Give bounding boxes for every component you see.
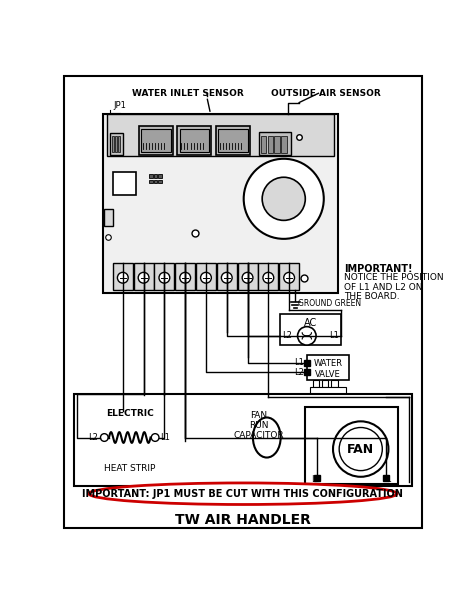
Circle shape [244, 159, 324, 239]
Bar [274, 136, 280, 153]
Bar [103, 209, 113, 226]
Text: AC: AC [304, 318, 317, 328]
Bar [155, 263, 174, 289]
Bar [217, 263, 237, 289]
Circle shape [221, 272, 232, 283]
Text: L1: L1 [161, 433, 171, 442]
Text: L2: L2 [294, 368, 304, 377]
Text: L2: L2 [282, 331, 292, 340]
Text: L1: L1 [294, 358, 304, 367]
Bar [113, 172, 136, 195]
Bar [310, 388, 346, 393]
Bar [141, 129, 171, 152]
Circle shape [159, 272, 170, 283]
Text: WATER INLET SENSOR: WATER INLET SENSOR [132, 89, 243, 97]
Bar [154, 174, 157, 178]
Text: FAN: FAN [347, 443, 374, 456]
Text: WATER
VALVE: WATER VALVE [313, 359, 343, 379]
Bar [313, 380, 319, 388]
Bar [196, 263, 216, 289]
Text: HEAT STRIP: HEAT STRIP [104, 465, 155, 474]
Circle shape [339, 428, 383, 471]
Bar [237, 263, 257, 289]
Bar [279, 263, 299, 289]
Circle shape [242, 272, 253, 283]
Circle shape [262, 177, 305, 221]
Text: L2: L2 [311, 475, 321, 484]
Circle shape [151, 434, 159, 441]
Bar [154, 179, 157, 184]
Bar [307, 355, 349, 380]
Bar [103, 114, 337, 293]
Text: L1: L1 [329, 331, 339, 340]
Bar [219, 129, 247, 152]
Circle shape [180, 272, 191, 283]
Bar [322, 380, 328, 388]
Bar [139, 126, 173, 155]
Text: L2: L2 [88, 433, 98, 442]
Bar [180, 129, 209, 152]
Bar [107, 114, 334, 157]
Text: IMPORTANT: JP1 MUST BE CUT WITH THIS CONFIGURATION: IMPORTANT: JP1 MUST BE CUT WITH THIS CON… [82, 489, 403, 499]
Text: OUTSIDE AIR SENSOR: OUTSIDE AIR SENSOR [271, 89, 381, 97]
Text: NOTICE THE POSITION: NOTICE THE POSITION [344, 273, 443, 282]
Circle shape [100, 434, 108, 441]
Ellipse shape [253, 417, 281, 457]
Bar [134, 263, 154, 289]
Text: JP1: JP1 [114, 101, 127, 110]
Bar [74, 393, 411, 486]
Bar [158, 174, 162, 178]
Bar [113, 263, 133, 289]
Circle shape [284, 272, 294, 283]
Circle shape [138, 272, 149, 283]
Circle shape [118, 272, 128, 283]
Bar [305, 407, 398, 484]
Text: IMPORTANT!: IMPORTANT! [344, 264, 412, 274]
Ellipse shape [89, 483, 397, 505]
Bar [331, 380, 337, 388]
Bar [177, 126, 211, 155]
Bar [110, 133, 123, 155]
Bar [258, 263, 278, 289]
Bar [115, 136, 118, 152]
Circle shape [263, 272, 273, 283]
Text: OF L1 AND L2 ON: OF L1 AND L2 ON [344, 283, 422, 292]
Bar [118, 136, 120, 152]
Text: ELECTRIC: ELECTRIC [106, 409, 154, 418]
Bar [267, 136, 273, 153]
Bar [149, 179, 153, 184]
Circle shape [201, 272, 211, 283]
Bar [149, 174, 153, 178]
Bar [175, 263, 195, 289]
Text: THE BOARD.: THE BOARD. [344, 292, 400, 301]
Circle shape [333, 422, 389, 477]
Text: L1: L1 [382, 475, 392, 484]
Text: TW AIR HANDLER: TW AIR HANDLER [175, 513, 311, 527]
Text: FAN
RUN
CAPACITOR: FAN RUN CAPACITOR [234, 411, 284, 440]
Bar [112, 136, 114, 152]
Bar [282, 136, 287, 153]
Circle shape [298, 327, 316, 345]
Text: GROUND GREEN: GROUND GREEN [298, 299, 361, 308]
Bar [216, 126, 250, 155]
Bar [261, 136, 266, 153]
Bar [280, 315, 341, 345]
Bar [259, 132, 292, 155]
Bar [158, 179, 162, 184]
